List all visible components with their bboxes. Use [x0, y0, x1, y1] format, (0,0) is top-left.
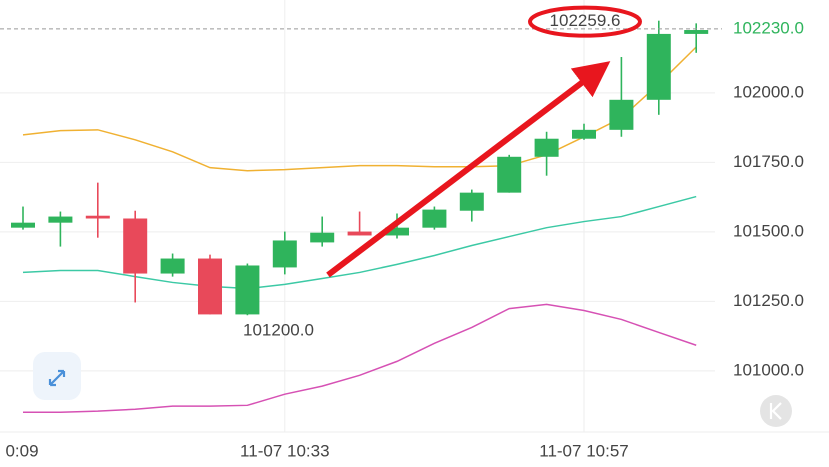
y-tick-label: 102000.0: [733, 82, 804, 101]
candle-body: [684, 30, 709, 34]
candle-body: [235, 265, 260, 315]
candle-body: [497, 156, 522, 193]
moving-average-line: [22, 46, 697, 172]
candle-body: [310, 232, 335, 243]
candle-body: [422, 209, 447, 228]
candle-body: [347, 231, 372, 236]
high-highlight: [528, 5, 642, 38]
candle-body: [48, 216, 73, 223]
low-label: 101200.0: [243, 321, 314, 340]
moving-average-line: [23, 303, 697, 414]
y-tick-label: 101750.0: [733, 152, 804, 171]
y-tick-label: 101000.0: [733, 360, 804, 379]
expand-button[interactable]: [33, 352, 81, 400]
x-tick-label: 11-07 10:57: [539, 441, 628, 460]
candle-body: [11, 222, 35, 228]
candle-body: [534, 138, 559, 157]
x-tick-label: 11-07 10:33: [240, 441, 329, 460]
candle-body: [85, 215, 110, 219]
candle-body: [272, 240, 297, 268]
x-tick-label: 0:09: [5, 441, 38, 460]
candle-body: [609, 99, 634, 130]
k-button[interactable]: [760, 395, 792, 427]
last-price-label: 102230.0: [733, 18, 804, 37]
candle-body: [459, 192, 484, 211]
arrow: [326, 61, 611, 278]
candle-body: [385, 227, 409, 236]
candle-body: [123, 218, 148, 274]
high-label: 102259.6: [550, 11, 621, 30]
y-tick-label: 101250.0: [733, 291, 804, 310]
candle-body: [572, 129, 596, 139]
candle-body: [198, 258, 222, 315]
candle-body: [160, 258, 185, 274]
y-tick-label: 101500.0: [733, 221, 804, 240]
candle-body: [646, 33, 671, 100]
